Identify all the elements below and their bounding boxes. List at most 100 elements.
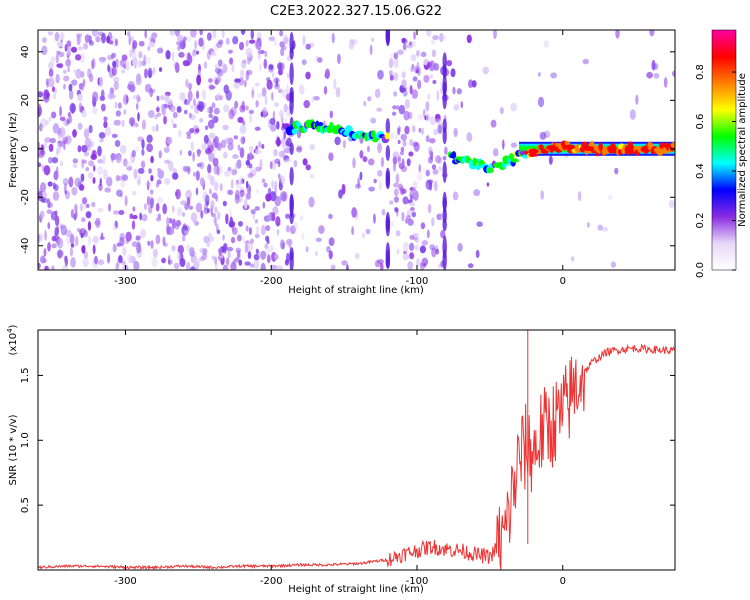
y-tick-label: 0 xyxy=(20,146,31,152)
noise-speckle xyxy=(112,210,120,215)
noise-speckle xyxy=(199,161,205,170)
noise-speckle xyxy=(83,251,89,259)
noise-speckle xyxy=(310,174,314,179)
noise-speckle xyxy=(430,39,436,45)
noise-speckle xyxy=(159,266,165,270)
noise-speckle xyxy=(87,68,92,79)
noise-speckle xyxy=(155,234,161,245)
noise-speckle xyxy=(273,39,278,46)
noise-speckle xyxy=(250,30,255,40)
noise-speckle xyxy=(107,54,113,61)
noise-speckle xyxy=(150,197,154,209)
noise-speckle xyxy=(116,242,122,247)
noise-speckle xyxy=(77,180,83,191)
noise-speckle xyxy=(155,202,160,212)
noise-speckle xyxy=(48,116,52,122)
noise-speckle xyxy=(229,57,234,65)
noise-speckle xyxy=(335,87,341,98)
noise-speckle xyxy=(92,165,96,172)
noise-speckle xyxy=(43,142,48,149)
noise-speckle xyxy=(607,194,613,201)
colorbar-tick-label: 0.0 xyxy=(695,262,706,278)
x-tick-label: 0 xyxy=(560,576,566,587)
noise-speckle xyxy=(89,141,94,148)
noise-speckle xyxy=(138,59,142,68)
noise-speckle xyxy=(249,145,254,152)
noise-speckle xyxy=(44,137,51,143)
noise-speckle xyxy=(269,117,276,125)
noise-speckle xyxy=(104,187,111,193)
noise-speckle xyxy=(236,234,242,242)
noise-speckle xyxy=(72,163,78,168)
noise-speckle xyxy=(56,50,61,55)
noise-speckle xyxy=(146,134,153,143)
noise-speckle xyxy=(393,182,399,188)
noise-speckle xyxy=(279,41,285,48)
noise-speckle xyxy=(213,217,217,224)
noise-speckle xyxy=(68,176,74,188)
noise-speckle xyxy=(52,182,56,190)
noise-speckle xyxy=(422,109,426,117)
noise-speckle xyxy=(225,90,232,101)
colorbar-tick-label: 0.6 xyxy=(695,114,706,130)
colorbar-label: Normalized spectral amplitude xyxy=(737,73,748,227)
noise-speckle xyxy=(222,200,227,207)
noise-speckle xyxy=(363,100,367,107)
noise-speckle xyxy=(342,140,346,149)
noise-speckle xyxy=(284,158,292,163)
noise-speckle xyxy=(178,51,185,58)
noise-speckle xyxy=(253,253,260,261)
noise-speckle xyxy=(159,95,166,101)
noise-speckle xyxy=(466,34,472,44)
noise-speckle xyxy=(92,244,96,255)
noise-speckle xyxy=(413,30,416,40)
noise-speckle xyxy=(199,247,205,253)
noise-speckle xyxy=(70,46,78,53)
noise-speckle xyxy=(239,189,245,197)
noise-speckle xyxy=(80,217,86,223)
noise-speckle xyxy=(74,210,78,218)
noise-speckle xyxy=(663,77,668,88)
noise-speckle xyxy=(227,189,234,195)
noise-speckle xyxy=(279,30,284,37)
figure-title: C2E3.2022.327.15.06.G22 xyxy=(270,4,442,19)
noise-speckle xyxy=(77,93,83,102)
noise-speckle xyxy=(103,169,108,181)
noise-speckle xyxy=(75,33,83,38)
noise-speckle xyxy=(276,136,281,147)
signal-point xyxy=(384,132,390,140)
noise-speckle xyxy=(54,210,58,216)
noise-speckle xyxy=(51,243,57,249)
noise-speckle xyxy=(88,124,93,134)
noise-speckle xyxy=(216,69,224,77)
noise-speckle xyxy=(305,71,311,80)
noise-speckle xyxy=(186,134,192,140)
noise-speckle xyxy=(499,107,504,115)
noise-speckle xyxy=(149,189,154,195)
noise-speckle xyxy=(269,191,277,202)
noise-speckle xyxy=(456,88,462,95)
noise-speckle xyxy=(216,165,220,176)
noise-speckle xyxy=(189,127,195,134)
noise-speckle xyxy=(168,217,173,224)
noise-speckle xyxy=(397,139,401,145)
noise-speckle xyxy=(59,127,66,138)
noise-speckle xyxy=(141,148,145,156)
noise-speckle xyxy=(323,85,328,95)
noise-speckle xyxy=(328,152,334,162)
snr-multiplier: (x104) xyxy=(6,324,19,355)
noise-speckle xyxy=(81,245,86,254)
noise-speckle xyxy=(371,37,375,43)
noise-speckle xyxy=(302,158,308,166)
edge-streak xyxy=(385,216,391,232)
noise-speckle xyxy=(281,242,286,250)
noise-speckle xyxy=(412,76,418,82)
noise-speckle xyxy=(186,196,191,207)
noise-speckle xyxy=(348,38,355,50)
noise-speckle xyxy=(226,246,234,252)
noise-speckle xyxy=(254,82,260,87)
noise-speckle xyxy=(156,179,162,185)
noise-speckle xyxy=(175,219,182,227)
noise-speckle xyxy=(63,84,66,90)
noise-speckle xyxy=(239,124,247,135)
